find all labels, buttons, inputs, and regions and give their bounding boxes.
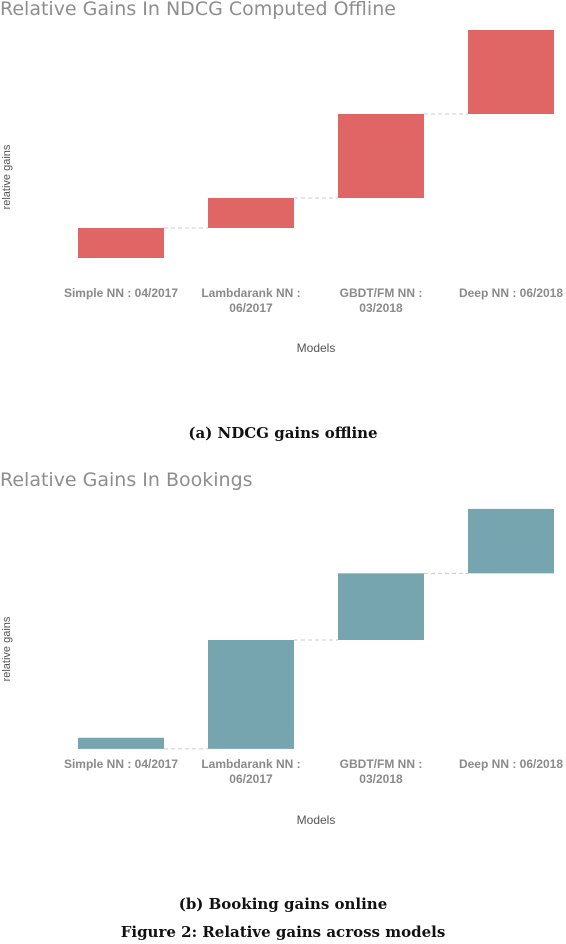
subfigure-caption: (a) NDCG gains offline — [188, 424, 378, 442]
x-tick-label: GBDT/FM NN :03/2018 — [340, 286, 423, 315]
bar — [338, 573, 424, 640]
bar — [208, 198, 294, 228]
subfigure-caption: (b) Booking gains online — [178, 895, 388, 913]
bar — [78, 228, 164, 258]
chart-title: Relative Gains In NDCG Computed Offline — [0, 0, 396, 20]
x-tick-label: Lambdarank NN :06/2017 — [201, 757, 300, 786]
bar — [208, 640, 294, 749]
bar — [78, 737, 164, 749]
chart-plot-bookings: Simple NN : 04/2017 Lambdarank NN :06/201… — [64, 508, 563, 786]
x-tick-label: Lambdarank NN :06/2017 — [201, 286, 300, 315]
chart-plot-ndcg: Simple NN : 04/2017 Lambdarank NN :06/201… — [64, 30, 563, 315]
bar — [338, 114, 424, 198]
x-tick-label: Simple NN : 04/2017 — [64, 757, 178, 771]
x-tick-label: Simple NN : 04/2017 — [64, 286, 178, 300]
figure-caption: Figure 2: Relative gains across models — [120, 923, 446, 941]
x-tick-label: Deep NN : 06/2018 — [459, 757, 563, 771]
bar — [468, 30, 554, 114]
chart-title: Relative Gains In Bookings — [0, 469, 253, 491]
x-tick-label: Deep NN : 06/2018 — [459, 286, 563, 300]
x-axis-label: Models — [296, 813, 336, 827]
x-axis-label: Models — [296, 341, 336, 355]
x-tick-label: GBDT/FM NN :03/2018 — [340, 757, 423, 786]
bar — [468, 508, 554, 574]
